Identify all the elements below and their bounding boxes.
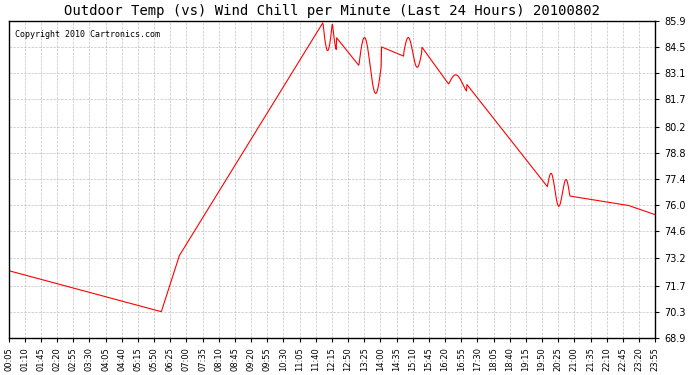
Text: Copyright 2010 Cartronics.com: Copyright 2010 Cartronics.com: [15, 30, 160, 39]
Title: Outdoor Temp (vs) Wind Chill per Minute (Last 24 Hours) 20100802: Outdoor Temp (vs) Wind Chill per Minute …: [64, 4, 600, 18]
